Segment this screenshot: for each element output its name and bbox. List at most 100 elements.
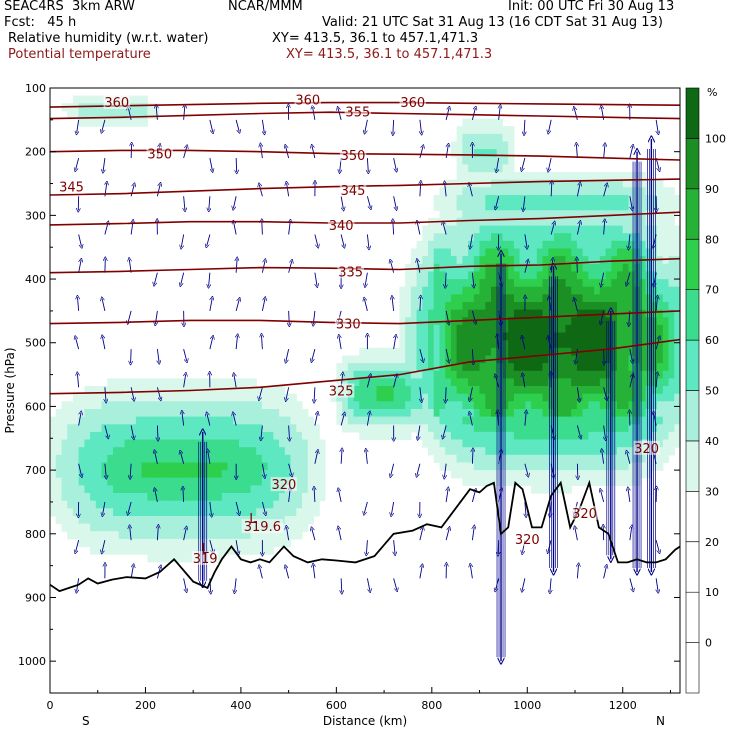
rh-cell — [187, 554, 194, 563]
rh-cell — [485, 126, 492, 135]
rh-cell — [239, 386, 246, 395]
rh-cell — [525, 393, 532, 402]
rh-cell — [513, 431, 521, 441]
rh-cell — [594, 172, 601, 181]
rh-cell — [662, 210, 670, 219]
rh-cell — [554, 454, 561, 463]
rh-cell — [187, 393, 194, 402]
rh-cell — [599, 302, 607, 311]
rh-cell — [176, 424, 183, 433]
rh-cell — [468, 324, 475, 334]
rh-cell — [582, 447, 589, 456]
rh-cell — [72, 393, 80, 402]
rh-cell — [473, 340, 481, 349]
rh-cell — [473, 225, 481, 234]
rh-cell — [153, 531, 160, 540]
wind-vector — [235, 540, 238, 553]
rh-cell — [336, 393, 343, 402]
rh-cell — [210, 538, 217, 548]
rh-cell — [536, 217, 544, 227]
rh-cell — [496, 141, 503, 150]
rh-cell — [617, 424, 624, 433]
rh-cell — [204, 424, 211, 433]
rh-cell — [508, 149, 515, 158]
rh-cell — [559, 454, 566, 463]
rh-cell — [382, 393, 389, 402]
wind-vector — [417, 463, 421, 476]
rh-cell — [101, 110, 108, 120]
rh-cell — [662, 393, 670, 402]
wind-vector — [393, 119, 394, 134]
rh-cell — [302, 470, 309, 479]
rh-cell — [450, 332, 458, 341]
rh-cell — [531, 431, 538, 441]
rh-cell — [399, 401, 406, 410]
rh-cell — [78, 409, 85, 418]
contour-label-bg — [337, 264, 364, 279]
rh-cell — [439, 279, 446, 288]
rh-cell — [181, 523, 188, 532]
rh-cell — [479, 409, 486, 418]
rh-cell — [204, 546, 211, 555]
rh-cell — [50, 462, 57, 471]
rh-cell — [450, 416, 458, 425]
rh-cell — [433, 386, 440, 395]
rh-cell — [628, 447, 635, 456]
rh-cell — [502, 149, 509, 158]
rh-cell — [502, 187, 509, 196]
rh-cell — [485, 202, 492, 211]
rh-cell — [594, 401, 601, 410]
rh-cell — [479, 172, 486, 181]
rh-cell — [485, 279, 492, 288]
colorbar-label: 80 — [705, 233, 719, 246]
rh-cell — [565, 302, 572, 311]
colorbar-label: 60 — [705, 334, 719, 347]
contour-label: 335 — [338, 265, 363, 280]
rh-cell — [657, 271, 664, 280]
rh-cell — [628, 332, 635, 341]
rh-cell — [542, 470, 549, 479]
rh-cell — [107, 424, 114, 433]
rh-cell — [153, 401, 160, 410]
rh-cell — [508, 210, 515, 219]
rh-cell — [267, 439, 274, 448]
rh-cell — [508, 202, 515, 211]
rh-cell — [565, 477, 572, 486]
rh-cell — [250, 493, 257, 502]
rh-cell — [158, 554, 166, 563]
rh-cell — [582, 317, 589, 326]
organization: NCAR/MMM — [228, 0, 303, 14]
rh-cell — [513, 172, 521, 181]
rh-cell — [502, 401, 509, 410]
rh-cell — [124, 538, 131, 548]
rh-cell — [221, 416, 229, 425]
rh-cell — [347, 401, 355, 410]
rh-cell — [313, 508, 320, 517]
wind-vector — [104, 425, 108, 438]
rh-cell — [588, 294, 595, 303]
rh-cell — [508, 164, 515, 173]
rh-cell — [639, 240, 647, 249]
rh-cell — [554, 271, 561, 280]
rh-cell — [267, 508, 274, 517]
rh-cell — [393, 409, 400, 418]
rh-cell — [101, 477, 108, 486]
rh-cell — [462, 347, 469, 356]
rh-cell — [542, 309, 549, 318]
rh-cell — [479, 217, 486, 227]
rh-cell — [571, 286, 578, 295]
wind-vector — [313, 565, 315, 579]
rh-cell — [473, 447, 481, 456]
rh-cell — [588, 233, 595, 242]
rh-cell — [433, 393, 440, 402]
rh-cell — [399, 409, 406, 418]
rh-cell — [571, 187, 578, 196]
rh-cell — [571, 263, 578, 272]
rh-cell — [582, 302, 589, 311]
rh-cell — [141, 103, 148, 112]
rh-cell — [113, 416, 120, 425]
rh-cell — [84, 409, 91, 418]
rh-cell — [233, 485, 240, 494]
contour-label-bg — [633, 440, 660, 455]
rh-cell — [525, 248, 532, 257]
